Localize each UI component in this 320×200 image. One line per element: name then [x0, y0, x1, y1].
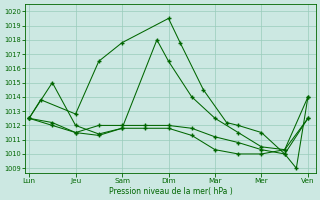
X-axis label: Pression niveau de la mer( hPa ): Pression niveau de la mer( hPa ): [108, 187, 232, 196]
